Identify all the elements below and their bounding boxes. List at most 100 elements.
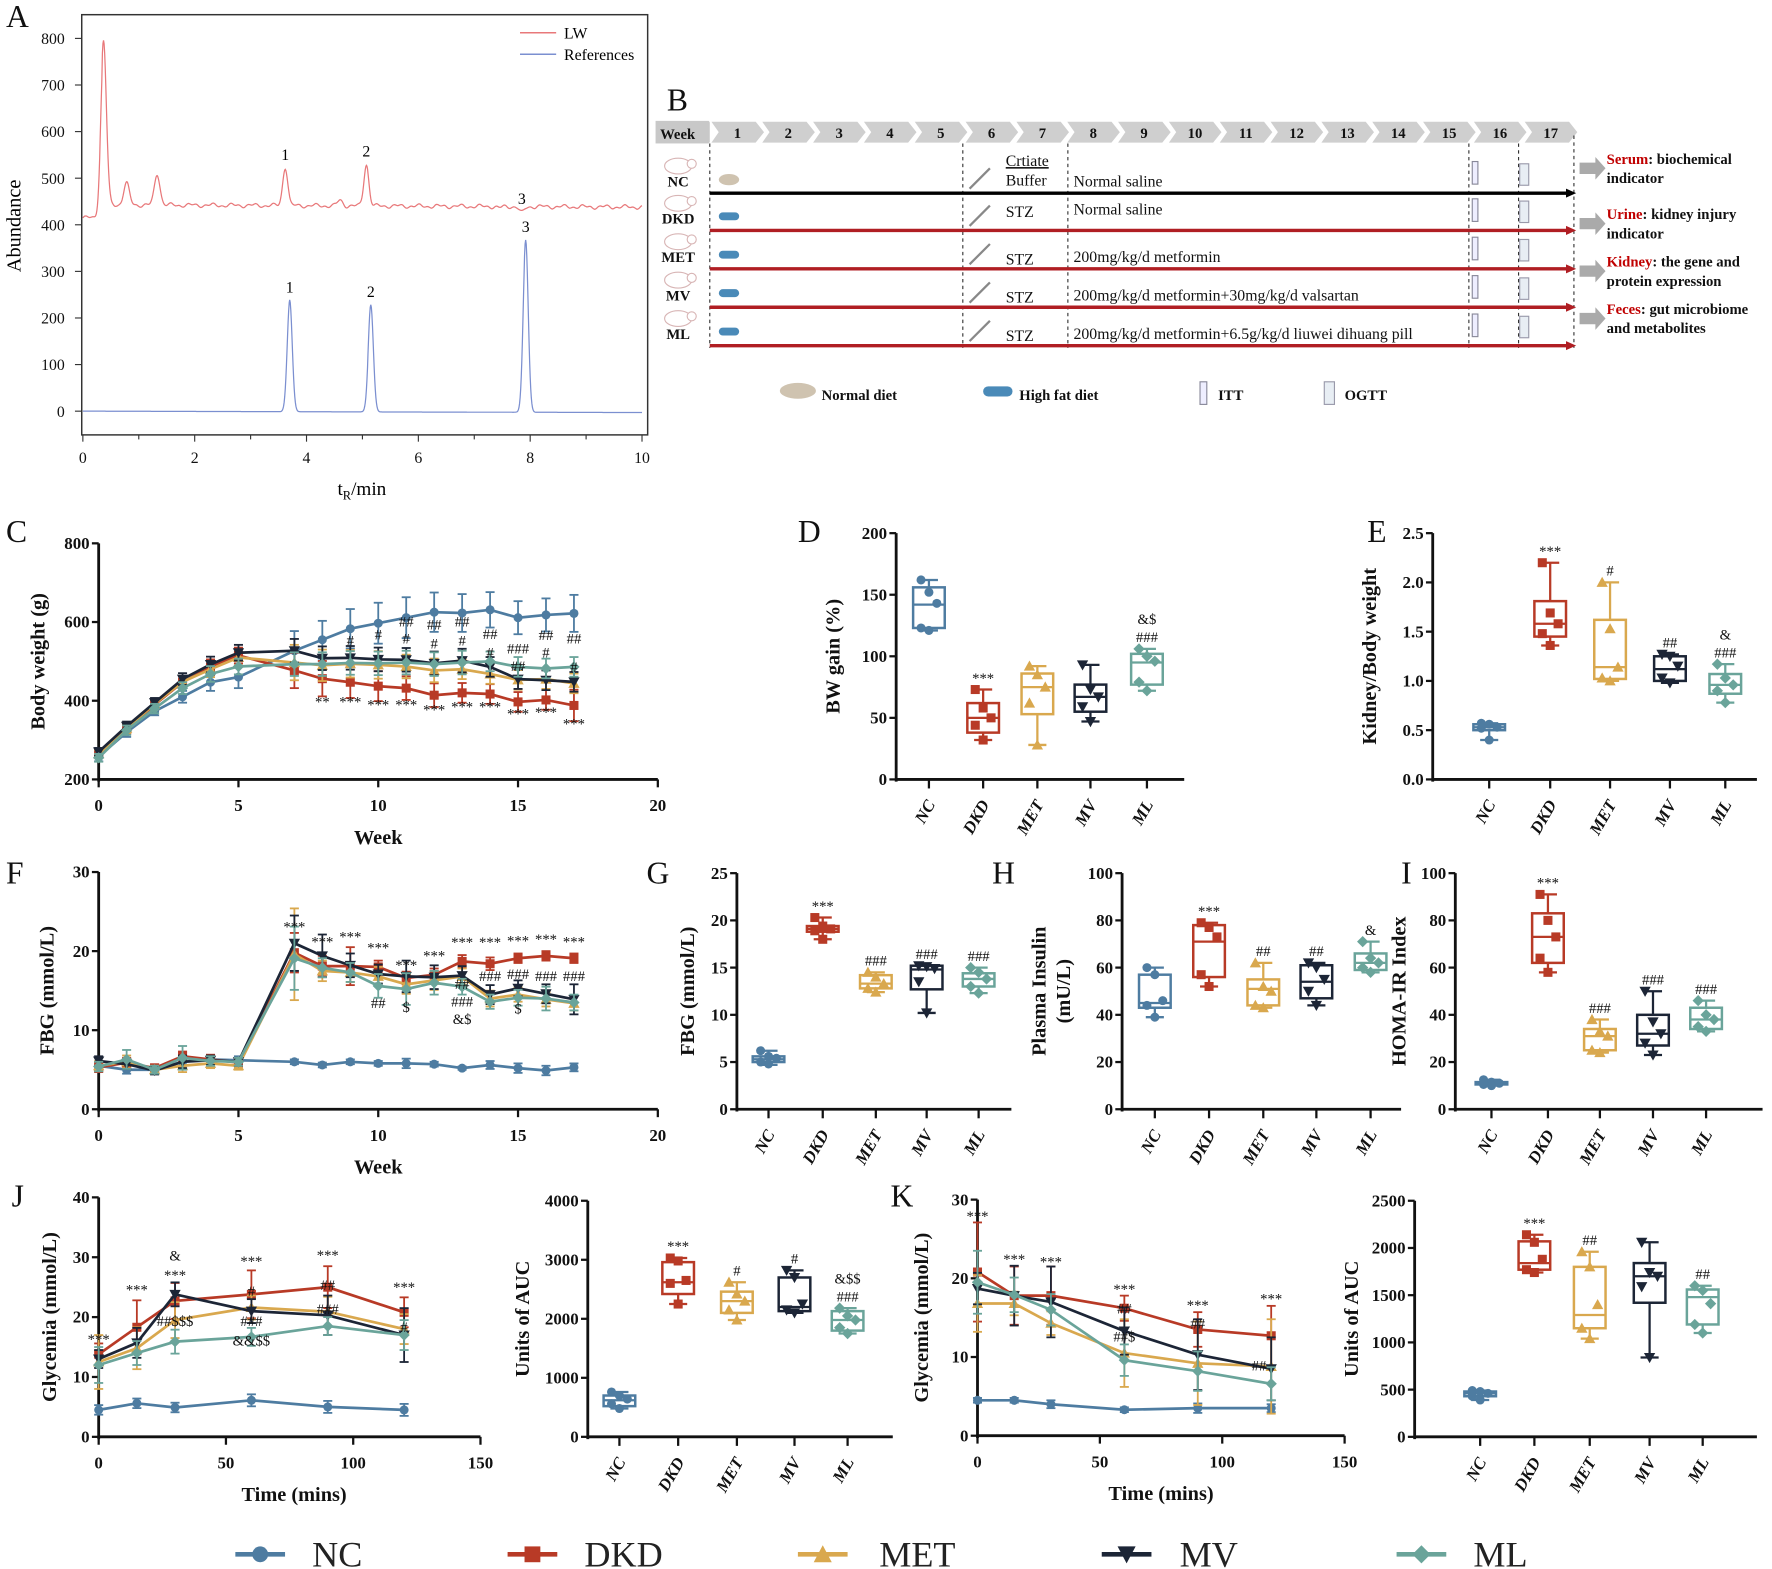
data-point — [344, 657, 356, 669]
data-point — [1084, 685, 1097, 696]
data-point — [1084, 717, 1097, 728]
data-point — [841, 1310, 854, 1322]
x-tick-label: 100 — [1210, 1452, 1235, 1471]
significance-annotation: *** — [1113, 1282, 1135, 1298]
box-ml — [1353, 935, 1388, 978]
significance-annotation: # — [403, 632, 411, 648]
significance-annotation: ** — [315, 695, 330, 711]
ogtt-bottle-icon — [1519, 277, 1530, 300]
week-label: Week — [660, 127, 696, 143]
box-nc — [1472, 718, 1507, 745]
box-nc — [751, 1046, 786, 1069]
box-mv — [909, 961, 944, 1019]
legend-label: LW — [564, 25, 587, 42]
significance-annotation: *** — [88, 1332, 110, 1348]
normal-diet-icon — [718, 173, 740, 186]
data-point — [1475, 1386, 1485, 1397]
panel-label: E — [1367, 514, 1386, 549]
annotations: ****** *************** *** *** *** ***## $####… — [283, 919, 585, 1028]
significance-annotation: *** — [283, 919, 305, 935]
data-point — [1689, 1318, 1701, 1331]
category-label: DKD — [1184, 1127, 1219, 1168]
legend-label: MET — [879, 1535, 955, 1569]
data-point — [1092, 692, 1105, 703]
data-point — [878, 978, 890, 989]
y-tick-label: 400 — [41, 217, 65, 234]
x-tick-label: 4 — [303, 450, 311, 467]
data-point — [1023, 697, 1036, 708]
legend-marker-square-icon — [524, 1546, 541, 1563]
significance-annotation: ### — [240, 1314, 263, 1330]
data-point — [965, 961, 977, 974]
data-point — [372, 657, 384, 669]
data-point — [1596, 576, 1608, 587]
data-point — [246, 1289, 256, 1299]
syringe-icon — [968, 167, 991, 190]
data-point — [1046, 1399, 1056, 1409]
week-number: 9 — [1140, 126, 1147, 142]
data-point — [780, 1265, 793, 1277]
y-tick-label: 2000 — [545, 1309, 579, 1328]
induction-label: Crtiate — [1006, 153, 1049, 170]
data-point — [622, 1394, 632, 1404]
significance-annotation: # — [248, 1284, 256, 1300]
timeline-legend-1: High fat diet — [983, 386, 1098, 404]
data-point — [1031, 739, 1044, 750]
category-label: DKD — [1510, 1454, 1545, 1495]
peak-label: 3 — [518, 191, 526, 208]
data-point — [429, 690, 439, 700]
rat-head — [686, 234, 697, 245]
data-point — [1584, 1261, 1596, 1272]
significance-annotation: # — [570, 660, 578, 676]
data-point — [1141, 650, 1153, 662]
box-plot-panel-i: 0 20 40 60 80 100 I HOMA-IR Index NC DKD MET MV ML **… — [1389, 855, 1763, 1169]
data-point — [673, 1256, 683, 1266]
category-label: MET — [712, 1454, 748, 1497]
significance-annotation: *** — [966, 1209, 988, 1225]
data-point — [1664, 651, 1676, 662]
syringe-icon — [968, 243, 991, 266]
data-point — [541, 1065, 551, 1076]
group-label: DKD — [662, 212, 695, 228]
box-ml — [1689, 995, 1724, 1037]
significance-annotation: ## — [427, 617, 442, 633]
series-line — [977, 1398, 1272, 1412]
data-point — [731, 1288, 743, 1299]
significance-annotation: ## — [567, 632, 582, 648]
data-point — [428, 658, 440, 670]
series-line — [98, 1306, 405, 1364]
data-point — [1475, 1395, 1485, 1405]
induction-label: STZ — [1006, 251, 1034, 268]
data-point — [1196, 918, 1206, 928]
data-point — [457, 956, 467, 966]
significance-annotation: *** — [1260, 1292, 1282, 1308]
data-point — [818, 934, 828, 944]
y-tick-label: 30 — [73, 1248, 90, 1267]
data-point — [932, 598, 942, 608]
x-tick-label: 0 — [94, 796, 102, 815]
significance-annotation: & — [1365, 923, 1377, 939]
significance-annotation: ### — [1589, 1001, 1612, 1017]
box-mv — [1073, 660, 1108, 728]
y-tick-label: 0 — [1105, 1100, 1113, 1119]
y-tick-label: 1000 — [545, 1368, 579, 1387]
arrow-right-icon — [1579, 212, 1606, 235]
data-point — [986, 713, 996, 723]
data-point — [826, 924, 836, 934]
y-tick-label: 10 — [711, 1005, 728, 1024]
significance-annotation: ## — [511, 659, 526, 675]
y-tick-label: 600 — [64, 613, 89, 632]
outcome-serum: Serum: biochemical indicator — [1579, 152, 1732, 187]
box-iqr — [1533, 599, 1568, 638]
data-point — [1204, 981, 1214, 992]
data-point — [1727, 679, 1739, 691]
data-point — [176, 1052, 189, 1064]
y-tick-label: 100 — [41, 357, 65, 374]
significance-annotation: *** — [507, 934, 529, 950]
line-chart-panel-k: 0 10 20 30 K Glycemia (mmol/L) 0 50 100 150 Time (… — [891, 1178, 1358, 1505]
legend-item-dkd: DKD — [507, 1535, 663, 1569]
x-tick-label: 15 — [510, 1126, 527, 1145]
induction-label: STZ — [1006, 290, 1034, 307]
data-point — [1372, 957, 1385, 969]
data-point — [398, 1329, 410, 1341]
